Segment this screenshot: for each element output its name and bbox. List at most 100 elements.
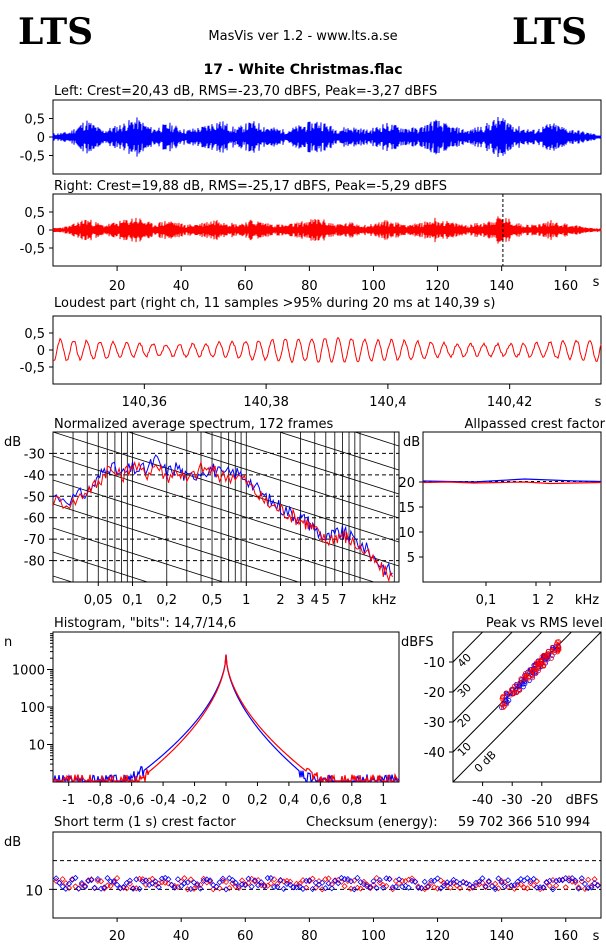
peakrms-ylabel: dBFS <box>401 635 434 650</box>
histogram-series-left <box>53 654 400 784</box>
right-xtick-label: 120 <box>425 279 450 294</box>
shortcrest-point <box>591 876 598 883</box>
peakrms-diagonal-label: 10 <box>455 740 474 759</box>
loudest-xtick-label: 140,4 <box>369 395 406 410</box>
track-title: 17 - White Christmas.flac <box>203 62 402 78</box>
peakrms-ytick-label: -10 <box>424 656 445 671</box>
shortcrest-point <box>190 879 198 886</box>
shortcrest-point <box>578 878 585 885</box>
shortcrest-point <box>114 881 121 888</box>
shortcrest-point <box>155 884 162 891</box>
shortcrest-point <box>267 874 274 882</box>
shortcrest-point <box>370 881 377 888</box>
histogram-ylabel: n <box>4 635 12 650</box>
shortcrest-point <box>181 875 188 882</box>
spectrum-slope-line <box>53 551 149 582</box>
shortcrest-point <box>562 875 569 882</box>
shortcrest-point <box>133 876 140 883</box>
spectrum-ytick-label: -80 <box>24 555 45 570</box>
shortcrest-point <box>447 884 454 891</box>
left-ytick-label: 0 <box>37 131 45 146</box>
shortcrest-point <box>206 877 214 884</box>
shortcrest-point <box>306 877 313 884</box>
peakrms-point <box>508 692 514 698</box>
shortcrest-point <box>472 879 480 886</box>
loudest-ytick-label: -0,5 <box>20 361 45 376</box>
shortcrest-point <box>261 883 268 890</box>
shortcrest-point <box>392 883 399 890</box>
shortcrest-point <box>492 886 499 893</box>
shortcrest-point <box>380 882 387 889</box>
shortcrest-point <box>495 885 502 892</box>
histogram-xtick-label: 1 <box>379 793 387 808</box>
shortcrest-point <box>553 877 560 885</box>
spectrum-slope-line <box>127 432 399 519</box>
shortcrest-point <box>412 878 419 885</box>
shortcrest-point <box>402 882 409 889</box>
shortcrest-point <box>431 884 438 891</box>
shortcrest-point <box>101 884 108 891</box>
peakrms-point <box>530 675 536 681</box>
shortcrest-point <box>588 884 595 891</box>
shortcrest-point <box>158 875 166 882</box>
right-ytick-label: -0,5 <box>20 242 45 257</box>
shortcrest-point <box>569 878 576 885</box>
shortcrest-point <box>383 882 390 890</box>
right-ytick-label: 0 <box>37 224 45 239</box>
shortcrest-point <box>174 883 182 891</box>
shortcrest-point <box>251 877 258 884</box>
right-xtick-label: 140 <box>489 279 514 294</box>
shortcrest-point <box>296 883 303 890</box>
peakrms-point <box>549 644 555 650</box>
loudest-ytick-label: 0,5 <box>24 327 45 342</box>
shortcrest-point <box>540 884 547 892</box>
shortcrest-point <box>588 882 595 889</box>
checksum-value: 59 702 366 510 994 <box>458 815 590 830</box>
right-xtick-label: 100 <box>361 279 386 294</box>
loudest-xtick-label: 140,36 <box>122 395 168 410</box>
shortcrest-point <box>126 880 133 887</box>
shortcrest-xtick-label: 160 <box>553 929 578 944</box>
histogram-ytick-label: 10 <box>28 739 45 754</box>
shortcrest-point <box>242 882 249 889</box>
shortcrest-point <box>277 877 284 884</box>
peakrms-point <box>555 648 561 654</box>
shortcrest-point <box>396 876 403 883</box>
spectrum-slope-line <box>278 432 399 471</box>
shortcrest-point <box>383 875 390 882</box>
shortcrest-point <box>65 880 73 887</box>
shortcrest-point <box>546 882 553 889</box>
shortcrest-point <box>572 877 579 884</box>
shortcrest-point <box>309 885 316 893</box>
peakrms-frame <box>452 631 602 783</box>
shortcrest-xtick-label: 140 <box>489 929 514 944</box>
shortcrest-point <box>299 885 307 893</box>
peakrms-point <box>509 687 515 692</box>
shortcrest-point <box>328 885 335 892</box>
peakrms-point <box>522 671 528 676</box>
right-xtick-label: 20 <box>109 279 126 294</box>
shortcrest-point <box>315 878 323 885</box>
peakrms-point <box>528 672 534 678</box>
shortcrest-point <box>405 884 412 891</box>
left-ytick-label: 0,5 <box>24 113 45 128</box>
shortcrest-point <box>360 880 367 888</box>
shortcrest-point <box>117 885 124 892</box>
shortcrest-point <box>120 883 127 891</box>
peakrms-point <box>549 649 555 655</box>
shortcrest-point <box>152 878 159 885</box>
shortcrest-point <box>565 877 573 884</box>
spectrum-slope-line <box>53 720 399 830</box>
histogram-frame <box>52 631 400 783</box>
shortcrest-point <box>280 885 287 892</box>
shortcrest-point <box>585 885 592 892</box>
shortcrest-point <box>514 878 521 885</box>
peakrms-diagonal <box>453 632 601 782</box>
shortcrest-point <box>517 881 524 888</box>
spectrum-xtick-label: 0,2 <box>156 593 177 608</box>
shortcrest-point <box>181 880 188 887</box>
loudest-title: Loudest part (right ch, 11 samples >95% … <box>54 296 495 311</box>
peakrms-xtick-label: -40 <box>472 793 493 808</box>
peakrms-diagonal <box>453 632 543 723</box>
shortcrest-point <box>434 875 441 882</box>
